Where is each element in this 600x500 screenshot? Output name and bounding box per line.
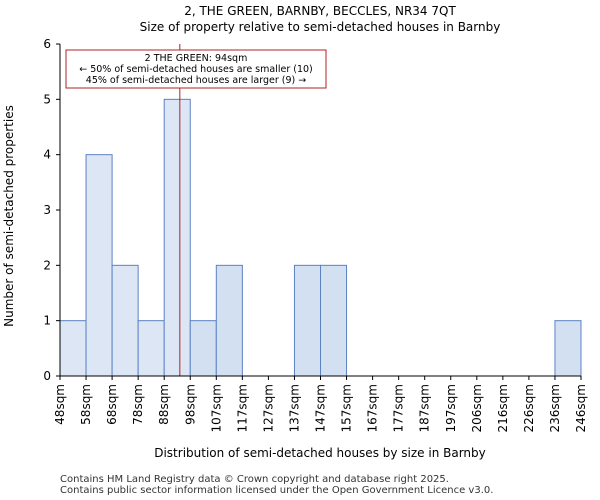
histogram-bar	[554, 320, 582, 377]
histogram-bar	[163, 98, 191, 377]
y-axis-label: Number of semi-detached properties	[2, 105, 16, 327]
y-tick-label: 1	[43, 314, 51, 328]
annotation-line-3: 45% of semi-detached houses are larger (…	[86, 75, 306, 86]
histogram-bar	[293, 264, 322, 377]
x-tick-label: 187sqm	[418, 384, 432, 432]
x-tick-label: 206sqm	[470, 384, 484, 432]
histogram-bar	[85, 154, 113, 377]
x-axis-ticks: 48sqm 58sqm 68sqm 78sqm 88sqm 98sqm 107sqm 117s…	[53, 376, 588, 432]
x-tick-label: 246sqm	[574, 384, 588, 432]
x-tick-label: 58sqm	[79, 384, 93, 425]
x-tick-label: 157sqm	[340, 384, 354, 432]
x-axis-label: Distribution of semi-detached houses by …	[154, 446, 486, 460]
histogram-bar	[59, 320, 87, 377]
annotation-line-2: ← 50% of semi-detached houses are smalle…	[79, 64, 313, 75]
x-tick-label: 167sqm	[366, 384, 380, 432]
chart-subtitle: Size of property relative to semi-detach…	[140, 20, 501, 34]
x-tick-label: 236sqm	[548, 384, 562, 432]
y-axis-ticks: 0 1 2 3 4 5 6	[43, 37, 60, 383]
x-tick-label: 68sqm	[105, 384, 119, 425]
x-tick-label: 98sqm	[183, 384, 197, 425]
annotation-frame	[65, 49, 327, 89]
x-tick-label: 177sqm	[392, 384, 406, 432]
footer-line-2: Contains public sector information licen…	[60, 485, 493, 496]
x-tick-label: 137sqm	[287, 384, 301, 432]
histogram-bar	[137, 320, 165, 377]
footer-line-1: Contains HM Land Registry data © Crown c…	[60, 474, 449, 485]
y-tick-label: 0	[43, 369, 51, 383]
annotation-box: 2 THE GREEN: 94sqm ← 50% of semi-detache…	[65, 49, 327, 89]
y-tick-label: 6	[43, 37, 51, 51]
annotation-line-1: 2 THE GREEN: 94sqm	[145, 53, 248, 64]
histogram-bar	[320, 264, 348, 377]
x-tick-label: 226sqm	[522, 384, 536, 432]
x-tick-label: 147sqm	[314, 384, 328, 432]
histogram-bar	[111, 264, 139, 377]
bars-group	[59, 98, 582, 377]
x-tick-label: 197sqm	[444, 384, 458, 432]
histogram-bar	[215, 264, 243, 377]
chart-title: 2, THE GREEN, BARNBY, BECCLES, NR34 7QT	[184, 4, 456, 18]
y-tick-label: 4	[43, 148, 51, 162]
y-tick-label: 3	[43, 203, 51, 217]
x-tick-label: 107sqm	[209, 384, 223, 432]
histogram-bar	[189, 320, 217, 377]
y-tick-label: 5	[43, 92, 51, 106]
x-tick-label: 127sqm	[261, 384, 275, 432]
x-tick-label: 216sqm	[496, 384, 510, 432]
x-tick-label: 88sqm	[157, 384, 171, 425]
x-tick-label: 78sqm	[131, 384, 145, 425]
x-tick-label: 117sqm	[235, 384, 249, 432]
y-tick-label: 2	[43, 258, 51, 272]
x-tick-label: 48sqm	[53, 384, 67, 425]
